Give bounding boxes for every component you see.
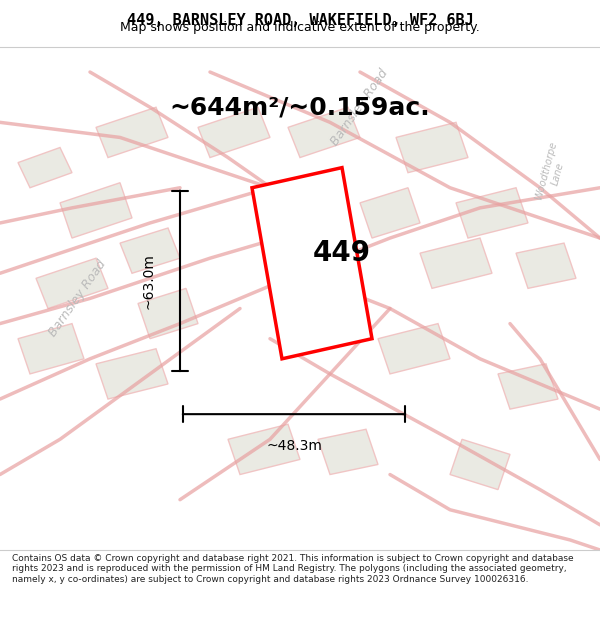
Polygon shape — [318, 429, 378, 474]
Text: Woodthorpe
Lane: Woodthorpe Lane — [534, 141, 570, 204]
Polygon shape — [288, 107, 360, 158]
Text: Map shows position and indicative extent of the property.: Map shows position and indicative extent… — [120, 21, 480, 34]
Text: ~48.3m: ~48.3m — [266, 439, 322, 453]
Polygon shape — [18, 324, 84, 374]
Polygon shape — [198, 107, 270, 158]
Text: ~644m²/~0.159ac.: ~644m²/~0.159ac. — [170, 95, 430, 119]
Polygon shape — [36, 258, 108, 309]
Polygon shape — [96, 349, 168, 399]
Polygon shape — [516, 243, 576, 288]
Text: 449: 449 — [313, 239, 371, 267]
Polygon shape — [228, 424, 300, 474]
Text: Barnsley Road: Barnsley Road — [329, 67, 391, 148]
Text: ~63.0m: ~63.0m — [142, 253, 156, 309]
Polygon shape — [18, 148, 72, 188]
Polygon shape — [60, 182, 132, 238]
Polygon shape — [252, 168, 372, 359]
Polygon shape — [498, 364, 558, 409]
Polygon shape — [378, 324, 450, 374]
Polygon shape — [120, 228, 180, 273]
Polygon shape — [360, 188, 420, 238]
Polygon shape — [138, 288, 198, 339]
Polygon shape — [420, 238, 492, 288]
Polygon shape — [456, 188, 528, 238]
Text: Barnsley Road: Barnsley Road — [47, 258, 109, 339]
Polygon shape — [396, 122, 468, 172]
Polygon shape — [96, 107, 168, 158]
Text: 449, BARNSLEY ROAD, WAKEFIELD, WF2 6BJ: 449, BARNSLEY ROAD, WAKEFIELD, WF2 6BJ — [127, 13, 473, 28]
Text: Contains OS data © Crown copyright and database right 2021. This information is : Contains OS data © Crown copyright and d… — [12, 554, 574, 584]
Polygon shape — [450, 439, 510, 489]
